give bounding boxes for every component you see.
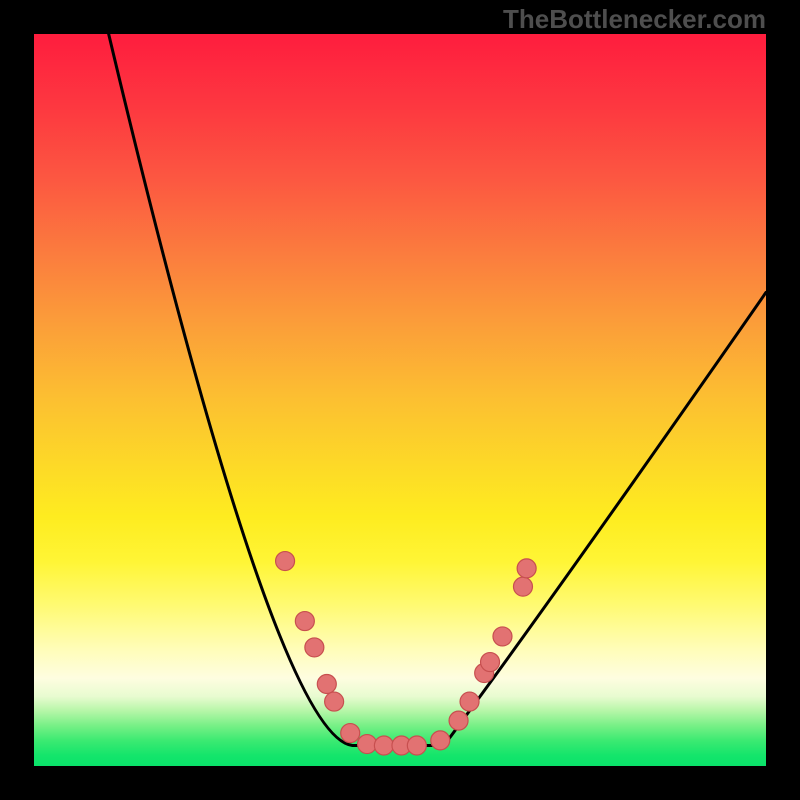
data-dot [460,692,479,711]
chart-frame: TheBottlenecker.com [0,0,800,800]
data-dot [431,731,450,750]
data-dot [317,675,336,694]
data-dot [493,627,512,646]
data-dot [341,724,360,743]
data-dot [325,692,344,711]
plot-area [34,34,766,766]
data-dot [305,638,324,657]
data-dot [407,736,426,755]
curve-svg [34,34,766,766]
data-dot [513,577,532,596]
data-dot [276,552,295,571]
watermark-text: TheBottlenecker.com [503,4,766,35]
data-dot [374,736,393,755]
data-dot [517,559,536,578]
data-dot [358,735,377,754]
data-dot [295,612,314,631]
data-dot [481,653,500,672]
data-dot [449,711,468,730]
data-dots-group [276,552,537,755]
bottleneck-curve [109,34,766,746]
